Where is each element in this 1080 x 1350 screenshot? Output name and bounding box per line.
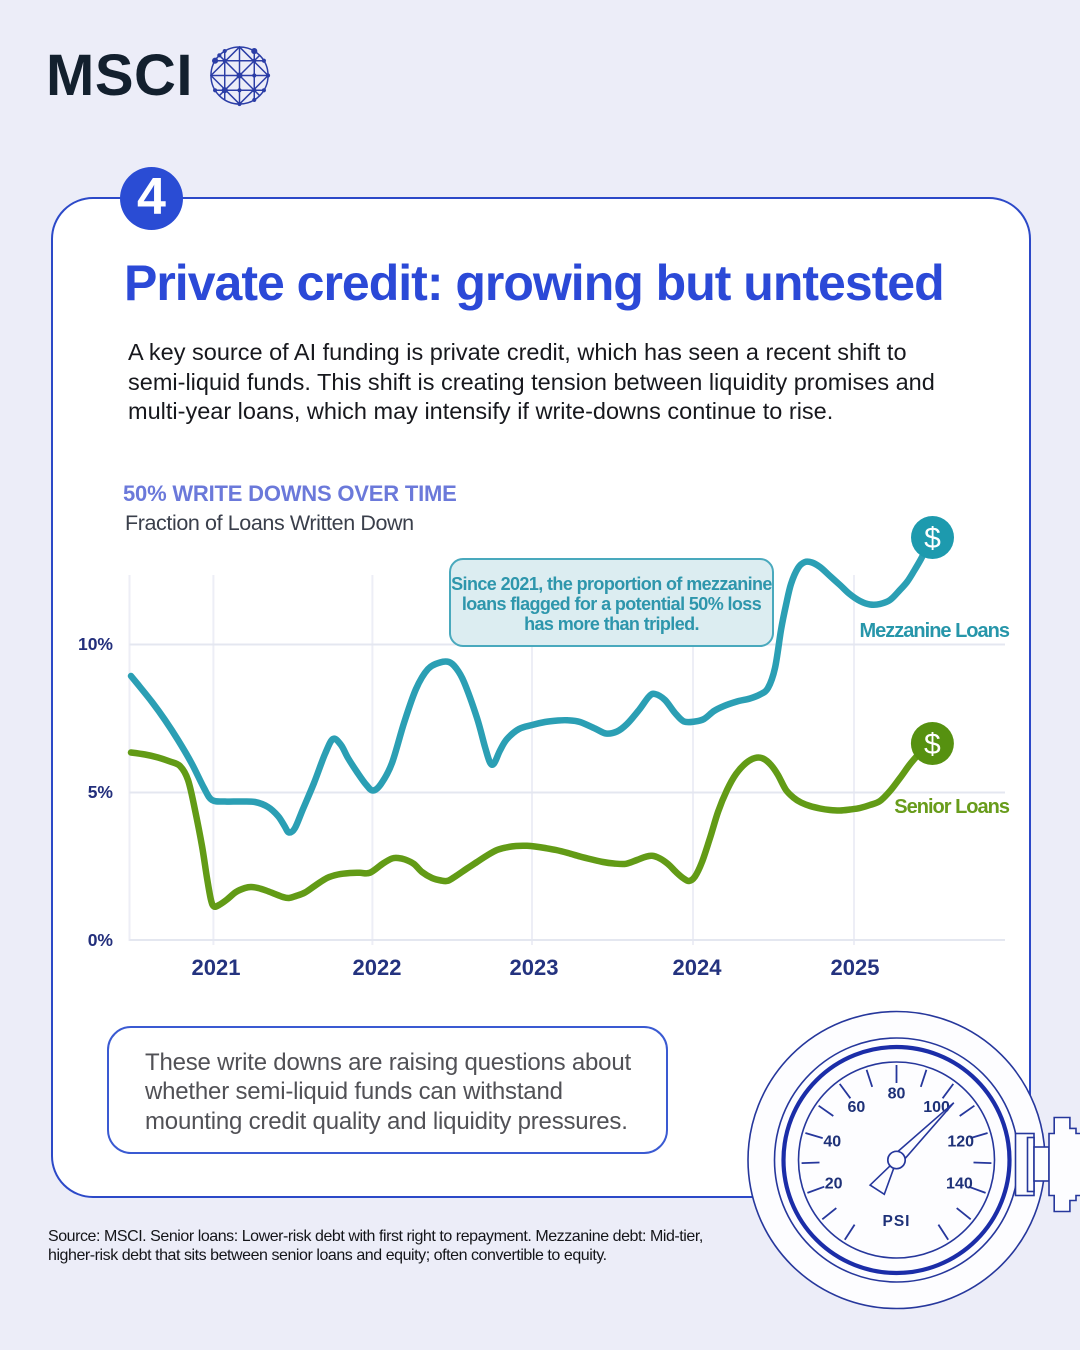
svg-text:120: 120 <box>947 1134 974 1151</box>
svg-text:$: $ <box>924 522 941 555</box>
svg-text:$: $ <box>924 728 941 761</box>
svg-text:PSI: PSI <box>883 1213 911 1230</box>
svg-text:60: 60 <box>848 1099 866 1116</box>
svg-text:140: 140 <box>946 1176 973 1193</box>
svg-text:80: 80 <box>888 1086 906 1103</box>
svg-text:100: 100 <box>923 1099 950 1116</box>
svg-text:20: 20 <box>825 1176 843 1193</box>
svg-text:40: 40 <box>823 1134 841 1151</box>
